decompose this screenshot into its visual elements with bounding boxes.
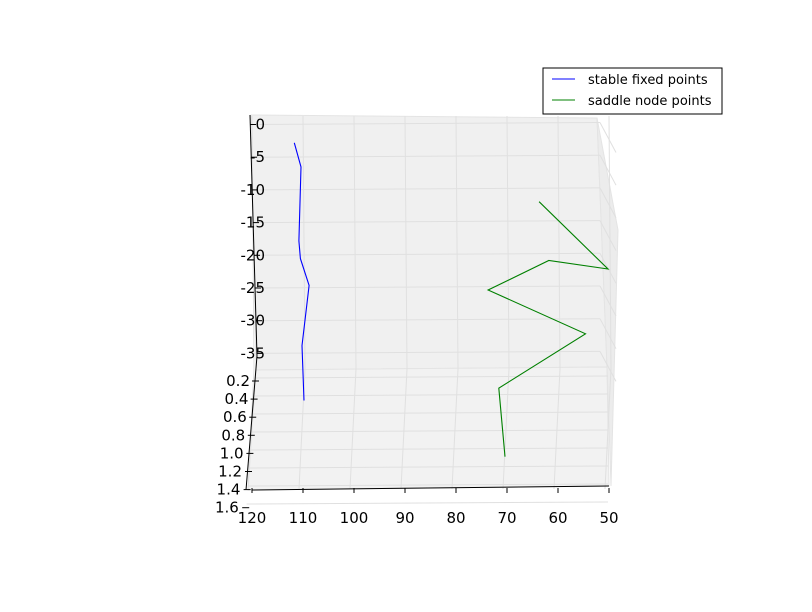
x-gridline-floor — [604, 368, 612, 490]
y-tick-label: 0.6 — [223, 408, 247, 426]
y-gridline — [247, 483, 609, 487]
x-tick-label: 100 — [340, 509, 369, 527]
x-tick-label: 90 — [395, 509, 414, 527]
z-gridline-side — [599, 318, 617, 349]
x-gridline-floor — [349, 368, 357, 490]
z-gridline — [251, 252, 601, 256]
y-axis-ticks: 0.20.40.60.81.01.21.41.6 — [215, 372, 259, 517]
x-axis-line — [251, 485, 610, 491]
z-gridline — [251, 187, 601, 191]
y-tick-label: 0.4 — [225, 390, 249, 408]
z-tick-label: -20 — [241, 246, 266, 264]
legend: stable fixed points saddle node points — [542, 67, 723, 115]
x-gridline-floor — [502, 368, 510, 490]
y-tick-label: 0.2 — [226, 372, 250, 390]
x-gridline-back — [353, 115, 357, 370]
y-tick-label: 1.4 — [217, 481, 241, 499]
z-tick-label: -15 — [241, 214, 266, 232]
x-gridline-back — [404, 115, 408, 370]
axis-lines — [245, 114, 610, 491]
z-tick-label: -30 — [241, 312, 266, 330]
y-gridline — [251, 429, 609, 433]
side-pane — [596, 117, 619, 487]
legend-label-stable: stable fixed points — [588, 73, 708, 88]
z-gridline-side — [599, 122, 617, 153]
z-gridline — [251, 154, 601, 158]
y-gridline — [250, 447, 609, 451]
x-tick-label: 70 — [497, 509, 516, 527]
z-axis-ticks: 0 -5 -10 -15 -20 -25 -30 -35 — [241, 116, 266, 363]
y-gridline — [252, 411, 609, 415]
x-gridline-back — [506, 115, 510, 370]
z-gridline-side — [599, 285, 617, 317]
z-gridline — [251, 220, 601, 224]
z-gridline — [251, 122, 601, 125]
y-gridline — [254, 375, 609, 379]
x-gridline-floor — [400, 368, 408, 490]
x-gridline-back — [251, 115, 255, 370]
series-line-stable-fixed-points — [293, 142, 310, 401]
x-tick-label: 110 — [289, 509, 318, 527]
x-axis-ticks: 120 110 100 90 80 70 60 50 — [238, 488, 619, 527]
x-tick-label: 50 — [599, 509, 618, 527]
x-gridline-floor — [451, 368, 459, 490]
x-gridline-floor — [553, 368, 561, 490]
z-tick-label: -10 — [241, 181, 266, 199]
x-gridline-back — [455, 115, 459, 370]
series-layer — [293, 142, 610, 457]
y-tick-label: 1.0 — [220, 444, 244, 462]
y-tick-label: 0.8 — [221, 426, 245, 444]
y-gridline — [248, 465, 609, 469]
y-gridline — [246, 501, 609, 505]
x-gridline-back — [608, 115, 612, 370]
y-gridline — [253, 393, 609, 397]
x-tick-label: 80 — [446, 509, 465, 527]
z-axis-line — [249, 114, 258, 357]
gridlines — [246, 115, 617, 505]
z-gridline — [251, 318, 601, 322]
z-tick-label: -25 — [241, 279, 266, 297]
legend-label-saddle: saddle node points — [588, 94, 712, 109]
z-gridline-side — [599, 351, 617, 382]
z-gridline-side — [599, 187, 617, 219]
z-gridline-side — [599, 154, 617, 186]
z-gridline — [251, 285, 601, 289]
z-gridline-side — [599, 220, 617, 251]
x-tick-label: 120 — [238, 509, 267, 527]
z-tick-label: -35 — [241, 344, 266, 362]
y-axis-line — [245, 355, 258, 491]
series-line-saddle-node-points — [486, 201, 610, 457]
x-tick-label: 60 — [548, 509, 567, 527]
y-tick-label: 1.6 — [215, 499, 239, 517]
y-tick-label: 1.2 — [218, 463, 242, 481]
x-gridline-back — [557, 115, 561, 370]
z-tick-label: 0 — [255, 116, 265, 134]
legend-box — [542, 67, 723, 115]
z-gridline — [251, 350, 601, 354]
z-tick-label: -5 — [250, 148, 265, 166]
